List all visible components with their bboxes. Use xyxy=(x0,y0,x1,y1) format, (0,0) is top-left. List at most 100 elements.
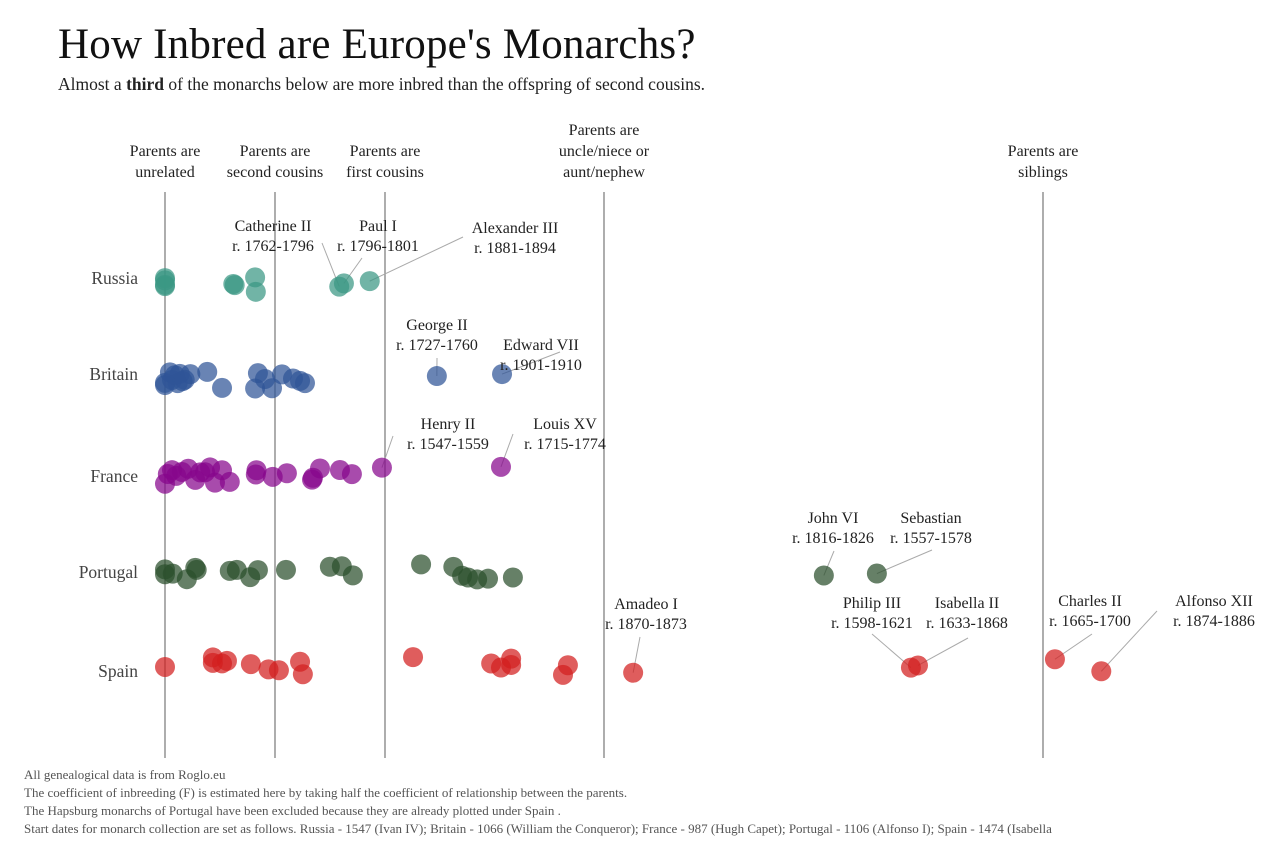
annotation-reign: r. 1870-1873 xyxy=(605,616,687,633)
data-point-spain xyxy=(155,656,175,677)
data-point-france xyxy=(490,456,511,477)
annotation-reign: r. 1816-1826 xyxy=(792,530,874,547)
reference-line-label: aunt/nephew xyxy=(563,164,645,181)
data-point-portugal xyxy=(342,565,363,586)
annotation-name: Catherine II xyxy=(235,218,312,235)
category-label: Spain xyxy=(98,661,138,681)
data-point-spain xyxy=(216,650,237,671)
data-point-spain xyxy=(501,648,522,669)
annotation-name: John VI xyxy=(808,510,859,527)
annotation-reign: r. 1665-1700 xyxy=(1049,613,1131,630)
reference-line-label: unrelated xyxy=(135,164,195,181)
data-point-russia xyxy=(155,270,175,291)
data-point-portugal xyxy=(186,559,207,580)
annotation-reign: r. 1633-1868 xyxy=(926,615,1008,632)
data-point-spain xyxy=(403,647,424,668)
footnote: All genealogical data is from Roglo.eu xyxy=(24,767,226,782)
data-points xyxy=(155,267,1112,685)
data-point-portugal xyxy=(411,554,432,575)
country-labels: Russia Britain France Portugal Spain xyxy=(79,268,139,681)
chart-title: How Inbred are Europe's Monarchs? xyxy=(58,21,696,68)
annotation-reign: r. 1881-1894 xyxy=(474,240,556,257)
data-point-spain xyxy=(268,660,289,681)
data-point-spain xyxy=(1091,661,1112,682)
annotation-reign: r. 1547-1559 xyxy=(407,436,489,453)
data-point-britain xyxy=(197,361,218,382)
data-point-france xyxy=(219,471,240,492)
annotation-name: Amadeo I xyxy=(614,596,678,613)
data-point-russia xyxy=(245,267,266,288)
reference-line-label: Parents are xyxy=(569,122,640,139)
annotation-reign: r. 1901-1910 xyxy=(500,357,582,374)
reference-line-label: Parents are xyxy=(130,143,201,160)
reference-line-label: Parents are xyxy=(1008,143,1079,160)
reference-line-label: uncle/niece or xyxy=(559,143,650,160)
chart-subtitle: Almost a third of the monarchs below are… xyxy=(58,74,705,95)
category-label: Portugal xyxy=(79,562,138,582)
footnotes: All genealogical data is from Roglo.eu T… xyxy=(24,766,1052,838)
annotation-reign: r. 1874-1886 xyxy=(1173,613,1255,630)
data-point-britain xyxy=(212,377,233,398)
reference-line-label: Parents are xyxy=(350,143,421,160)
annotation-name: Sebastian xyxy=(900,510,961,527)
data-point-russia xyxy=(359,271,380,292)
annotation-name: Henry II xyxy=(421,416,476,433)
annotation-reign: r. 1715-1774 xyxy=(524,436,606,453)
annotation-name: Louis XV xyxy=(533,416,597,433)
annotation-name: Edward VII xyxy=(503,337,579,354)
data-point-spain xyxy=(623,662,644,683)
data-point-russia xyxy=(224,275,245,296)
footnote: Start dates for monarch collection are s… xyxy=(24,821,1052,836)
annotation-reign: r. 1727-1760 xyxy=(396,337,478,354)
data-point-portugal xyxy=(502,567,523,588)
reference-line-label: first cousins xyxy=(346,164,424,181)
data-point-spain xyxy=(240,654,261,675)
annotation-leaders xyxy=(321,236,1158,673)
annotation-reign: r. 1557-1578 xyxy=(890,530,972,547)
annotation-name: George II xyxy=(406,317,467,334)
subtitle-text: Almost a xyxy=(58,74,127,94)
data-point-france xyxy=(309,458,330,479)
data-point-russia xyxy=(333,273,354,294)
data-point-france xyxy=(371,457,392,478)
data-point-spain xyxy=(557,655,578,676)
annotation-name: Alexander III xyxy=(472,220,559,237)
data-point-portugal xyxy=(247,560,268,581)
data-point-france xyxy=(246,460,267,481)
annotation-labels: Catherine II r. 1762-1796 Paul I r. 1796-18… xyxy=(232,218,1255,633)
data-point-portugal xyxy=(866,563,887,584)
annotation-name: Charles II xyxy=(1058,593,1122,610)
data-point-spain xyxy=(1044,649,1065,670)
annotation-name: Philip III xyxy=(843,595,901,612)
reference-line-label: siblings xyxy=(1018,164,1068,181)
data-point-france xyxy=(276,463,297,484)
data-point-britain xyxy=(294,373,315,394)
reference-line-label: second cousins xyxy=(227,164,323,181)
data-point-portugal xyxy=(275,559,296,580)
data-point-spain xyxy=(292,664,313,685)
data-point-spain xyxy=(907,655,928,676)
annotation-reign: r. 1762-1796 xyxy=(232,238,314,255)
category-label: Britain xyxy=(89,364,138,384)
annotation-leader-line xyxy=(1100,610,1158,672)
annotation-reign: r. 1796-1801 xyxy=(337,238,419,255)
reference-line-label: Parents are xyxy=(240,143,311,160)
data-point-britain xyxy=(492,364,513,385)
footnote: The coefficient of inbreeding (F) is est… xyxy=(24,785,628,800)
data-point-britain xyxy=(426,366,447,387)
data-point-france xyxy=(341,464,362,485)
data-point-portugal xyxy=(813,565,834,586)
reference-lines: Parents are unrelated Parents are second co… xyxy=(130,122,1079,758)
data-point-portugal xyxy=(478,568,499,589)
data-point-britain xyxy=(180,364,201,385)
annotation-reign: r. 1598-1621 xyxy=(831,615,913,632)
data-point-russia xyxy=(245,281,266,302)
category-label: France xyxy=(90,466,138,486)
annotation-name: Isabella II xyxy=(935,595,999,612)
annotation-leader-line xyxy=(369,236,464,282)
category-label: Russia xyxy=(91,268,138,288)
footnote: The Hapsburg monarchs of Portugal have b… xyxy=(24,803,561,818)
subtitle-emphasis: third xyxy=(126,74,164,94)
annotation-name: Paul I xyxy=(359,218,397,235)
